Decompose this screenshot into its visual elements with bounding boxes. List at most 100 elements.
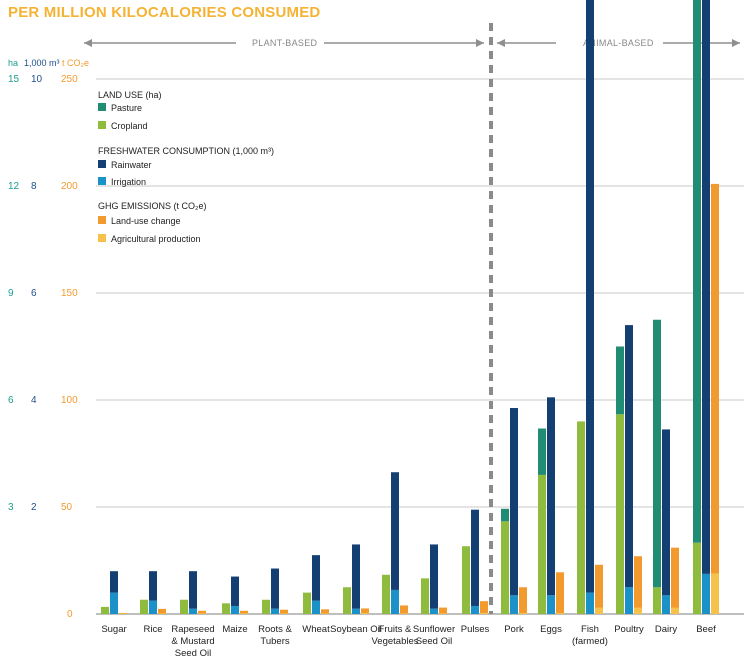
bar-rainwater	[231, 576, 239, 606]
bar-rainwater	[189, 571, 197, 609]
bar-agricultural-production	[556, 572, 564, 614]
bar-irrigation	[625, 587, 633, 614]
legend-ghg-title: GHG EMISSIONS (t CO₂e)	[98, 201, 207, 211]
bar-pasture	[616, 346, 624, 415]
bar-land-use-change	[240, 613, 248, 614]
axis-ghg-label: t CO₂e	[62, 58, 89, 68]
bar-land-use-change	[711, 573, 719, 614]
tick-water: 2	[31, 502, 37, 513]
bar-irrigation	[149, 600, 157, 614]
category-label: Seed Oil	[416, 636, 452, 647]
category-label: Sugar	[101, 624, 126, 635]
tick-ha: 12	[8, 181, 20, 192]
tick-ghg: 150	[61, 288, 78, 299]
bar-irrigation	[702, 573, 710, 614]
bar-land-use-change	[361, 612, 369, 614]
tick-water: 4	[31, 395, 37, 406]
section-plant-label: PLANT-BASED	[252, 38, 318, 48]
bar-irrigation	[547, 595, 555, 614]
bar-cropland	[180, 599, 188, 614]
bar-cropland	[222, 603, 230, 614]
animal-arrow-left-head	[497, 39, 505, 47]
tick-water: 6	[31, 288, 37, 299]
category-label: Sunflower	[413, 624, 455, 635]
bar-land-use-change	[480, 612, 488, 614]
bar-pasture	[501, 508, 509, 522]
category-label: Pork	[504, 624, 524, 635]
tick-ghg: 250	[61, 74, 78, 85]
bar-agricultural-production	[519, 587, 527, 614]
axis-ha-label: ha	[8, 58, 18, 68]
bar-land-use-change	[595, 607, 603, 614]
category-label: Vegetables	[371, 636, 418, 647]
plant-arrow-right-head	[476, 39, 484, 47]
bar-irrigation	[391, 589, 399, 614]
bar-rainwater	[110, 571, 118, 593]
category-label: Fruits &	[379, 624, 412, 635]
category-label: Fish	[581, 624, 599, 635]
section-animal-label: ANIMAL-BASED	[583, 38, 654, 48]
bar-agricultural-production	[198, 610, 206, 614]
bar-rainwater	[586, 0, 594, 593]
category-label: Eggs	[540, 624, 562, 635]
bar-land-use-change	[671, 607, 679, 614]
bar-rainwater	[702, 0, 710, 574]
bar-rainwater	[471, 509, 479, 606]
bar-rainwater	[625, 325, 633, 588]
bar-cropland	[343, 587, 351, 614]
chart-title: PER MILLION KILOCALORIES CONSUMED	[8, 4, 320, 21]
axis-water-label: 1,000 m³	[24, 58, 60, 68]
bar-land-use-change	[158, 613, 166, 614]
bar-land-use-change	[439, 613, 447, 614]
category-label: Beef	[696, 624, 716, 635]
bar-pasture	[693, 0, 701, 543]
category-label: & Mustard	[171, 636, 214, 647]
tick-ghg: 0	[67, 609, 73, 620]
legend-water-title: FRESHWATER CONSUMPTION (1,000 m³)	[98, 146, 274, 156]
bar-agricultural-production	[439, 607, 447, 614]
legend-land-title: LAND USE (ha)	[98, 90, 162, 100]
animal-arrow-right-head	[732, 39, 740, 47]
bar-agricultural-production	[321, 609, 329, 614]
category-label: Soybean Oil	[330, 624, 382, 635]
bar-irrigation	[352, 608, 360, 614]
bar-irrigation	[430, 608, 438, 614]
bar-pasture	[538, 428, 546, 475]
legend-swatch-pasture	[98, 103, 106, 111]
bar-rainwater	[430, 544, 438, 609]
bar-rainwater	[352, 544, 360, 609]
bar-cropland	[577, 421, 585, 614]
bar-land-use-change	[119, 613, 127, 614]
category-label: Maize	[222, 624, 247, 635]
bar-agricultural-production	[711, 183, 719, 615]
bar-cropland	[462, 546, 470, 614]
bar-cropland	[421, 578, 429, 614]
bar-cropland	[303, 592, 311, 614]
bar-rainwater	[149, 571, 157, 601]
category-label: Wheat	[302, 624, 330, 635]
bar-land-use-change	[321, 613, 329, 614]
bar-rainwater	[312, 555, 320, 601]
bar-irrigation	[510, 595, 518, 614]
bar-cropland	[653, 587, 661, 614]
tick-ha: 6	[8, 395, 14, 406]
category-label: Seed Oil	[175, 648, 211, 659]
category-label: Roots &	[258, 624, 292, 635]
bar-agricultural-production	[595, 564, 603, 614]
bar-land-use-change	[280, 613, 288, 614]
bar-rainwater	[510, 408, 518, 596]
bar-irrigation	[271, 608, 279, 614]
bar-rainwater	[547, 397, 555, 596]
bar-agricultural-production	[480, 601, 488, 614]
bar-cropland	[501, 521, 509, 614]
bar-agricultural-production	[400, 605, 408, 614]
legend-swatch-agricultural-production	[98, 234, 106, 242]
tick-water: 8	[31, 181, 37, 192]
bar-rainwater	[662, 429, 670, 596]
category-label: Tubers	[260, 636, 289, 647]
bar-rainwater	[271, 568, 279, 609]
legend-swatch-cropland	[98, 121, 106, 129]
bar-agricultural-production	[361, 608, 369, 614]
plant-arrow-left-head	[84, 39, 92, 47]
